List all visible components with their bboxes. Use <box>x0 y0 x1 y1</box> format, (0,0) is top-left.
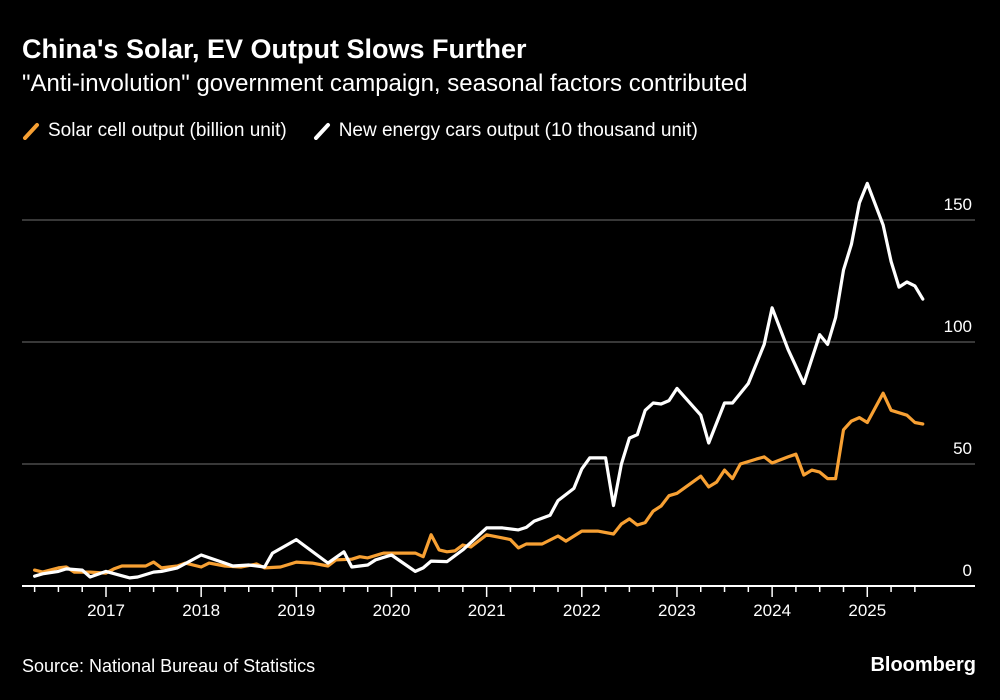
series-line-solar <box>32 391 925 575</box>
x-tick-label-2020: 2020 <box>373 601 411 620</box>
legend-label-nev: New energy cars output (10 thousand unit… <box>338 120 698 141</box>
x-tick-label-2019: 2019 <box>277 601 315 620</box>
source-note: Source: National Bureau of Statistics <box>22 656 316 676</box>
y-tick-label-150: 150 <box>944 195 972 214</box>
y-tick-label-100: 100 <box>944 317 972 336</box>
y-tick-label-0: 0 <box>963 561 972 580</box>
y-tick-label-50: 50 <box>953 439 972 458</box>
legend-item-solar: Solar cell output (billion unit) <box>22 120 287 142</box>
x-tick-label-2018: 2018 <box>182 601 220 620</box>
legend-label-solar: Solar cell output (billion unit) <box>48 120 287 141</box>
bloomberg-logo: Bloomberg <box>870 654 976 676</box>
legend-swatch-nev <box>313 123 330 140</box>
x-tick-label-2024: 2024 <box>753 601 791 620</box>
x-tick-label-2022: 2022 <box>563 601 601 620</box>
legend-swatch-solar <box>23 123 39 140</box>
x-tick-label-2023: 2023 <box>658 601 696 620</box>
legend: Solar cell output (billion unit) New ene… <box>22 120 724 142</box>
chart-subtitle: "Anti-involution" government campaign, s… <box>22 70 748 97</box>
legend-item-nev: New energy cars output (10 thousand unit… <box>313 120 698 142</box>
x-tick-label-2025: 2025 <box>848 601 886 620</box>
series-line-nev <box>32 181 925 580</box>
chart-title: China's Solar, EV Output Slows Further <box>22 34 527 64</box>
x-tick-label-2017: 2017 <box>87 601 125 620</box>
x-tick-label-2021: 2021 <box>468 601 506 620</box>
